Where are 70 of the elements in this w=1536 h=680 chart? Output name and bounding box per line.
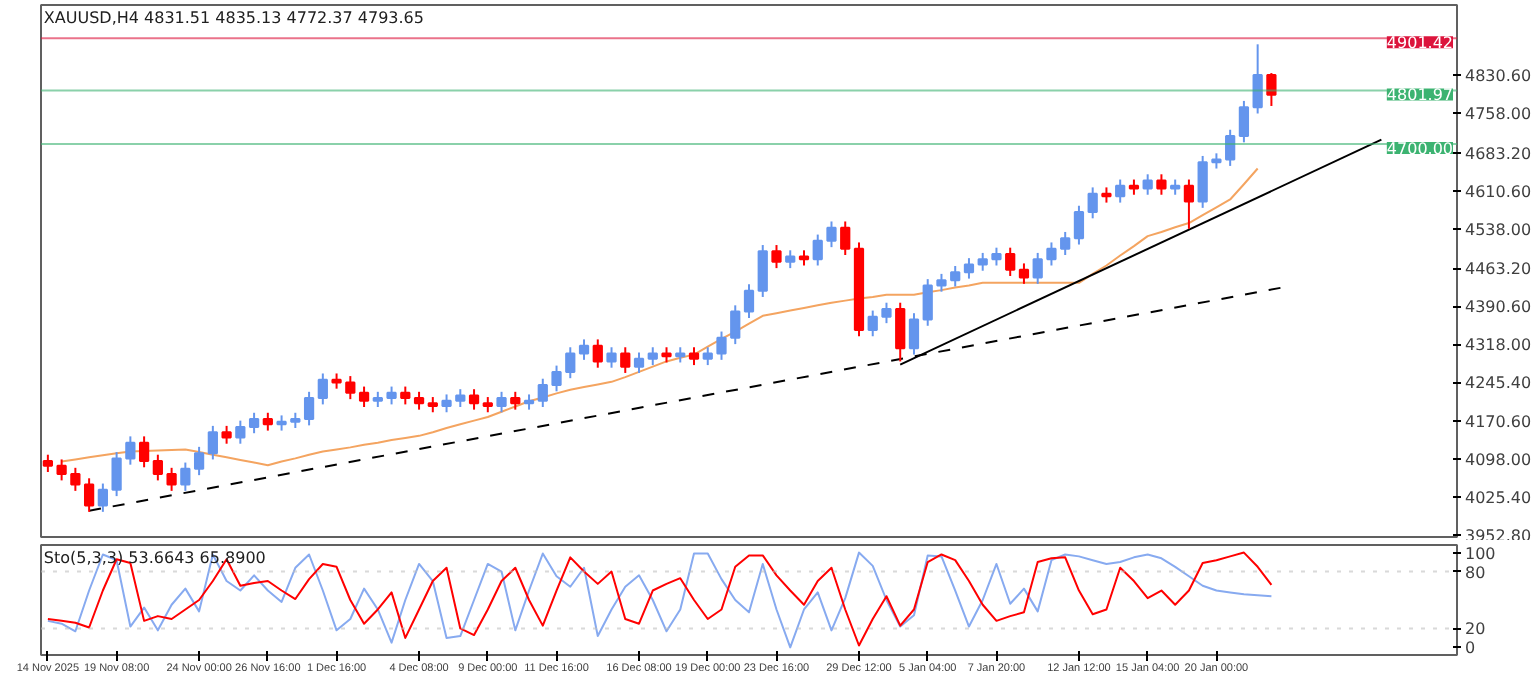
candlestick [840, 220, 851, 257]
candlestick [1183, 178, 1195, 230]
candlestick [1252, 43, 1263, 115]
candlestick [70, 466, 81, 492]
candlestick [235, 419, 246, 445]
candlestick [83, 477, 95, 513]
y-tick-label: 20 [1465, 620, 1486, 639]
candlestick [743, 283, 755, 319]
candlestick [1197, 154, 1208, 209]
candlestick [207, 424, 218, 461]
candlestick [317, 372, 328, 406]
candlestick [1225, 128, 1236, 167]
candlestick [565, 346, 576, 380]
y-tick-label: 4318.00 [1465, 336, 1532, 355]
ref-line-label: 4801.97 [1386, 86, 1454, 105]
y-tick-label: 4758.00 [1465, 105, 1532, 124]
candlestick [908, 312, 920, 356]
y-tick-label: 4025.40 [1465, 489, 1532, 508]
chart-title: Sto(5,3,3) 53.6643 65.8900 [43, 549, 266, 567]
candlestick [1005, 246, 1016, 277]
candlestick [1046, 241, 1057, 267]
candlestick [303, 390, 315, 427]
candlestick [881, 301, 892, 325]
candlestick [1266, 72, 1277, 107]
candlestick [1115, 178, 1126, 204]
candlestick [138, 435, 150, 469]
candlestick [1087, 186, 1098, 220]
y-tick-label: 100 [1465, 544, 1496, 563]
ref-line-label: 4901.42 [1386, 34, 1454, 53]
candlestick [771, 244, 782, 270]
candlestick [551, 364, 562, 393]
y-tick-label: 4245.40 [1465, 374, 1532, 393]
candlestick [867, 309, 878, 338]
y-tick-label: 4170.60 [1465, 413, 1532, 432]
y-tick-label: 4683.20 [1465, 144, 1532, 163]
candlestick [592, 338, 603, 369]
candlestick [1032, 251, 1043, 285]
y-tick-label: 4538.00 [1465, 220, 1532, 239]
candlestick [180, 461, 191, 492]
candlestick [963, 257, 975, 280]
ref-line-label: 4700.00 [1386, 139, 1454, 158]
candlestick [358, 385, 370, 409]
candlestick [606, 346, 617, 369]
y-tick-label: 4463.20 [1465, 260, 1532, 279]
y-tick-label: 4610.60 [1465, 182, 1532, 201]
candlestick [193, 445, 205, 477]
candlestick [730, 304, 741, 346]
candlestick [1073, 204, 1085, 246]
y-tick-label: 4098.00 [1465, 451, 1532, 470]
line-series [60, 167, 1259, 467]
candlestick [1060, 230, 1071, 257]
candlestick [1018, 262, 1030, 285]
y-tick-label: 80 [1465, 563, 1486, 582]
candlestick [620, 346, 631, 374]
candlestick [1238, 99, 1250, 144]
candlestick [537, 377, 548, 409]
y-tick-label: 4830.60 [1465, 67, 1532, 86]
candlestick [895, 301, 906, 363]
candlestick [578, 338, 590, 361]
candlestick [56, 458, 67, 482]
candlestick [468, 388, 480, 411]
y-tick-label: 4390.60 [1465, 298, 1532, 317]
chart-title: XAUUSD,H4 4831.51 4835.13 4772.37 4793.65 [43, 9, 424, 27]
candlestick [248, 411, 260, 435]
candlestick [1142, 173, 1153, 196]
y-tick-label: 0 [1465, 639, 1476, 658]
candlestick [633, 351, 645, 374]
candlestick [1156, 173, 1167, 196]
candlestick [757, 244, 768, 298]
candlestick [496, 390, 507, 414]
